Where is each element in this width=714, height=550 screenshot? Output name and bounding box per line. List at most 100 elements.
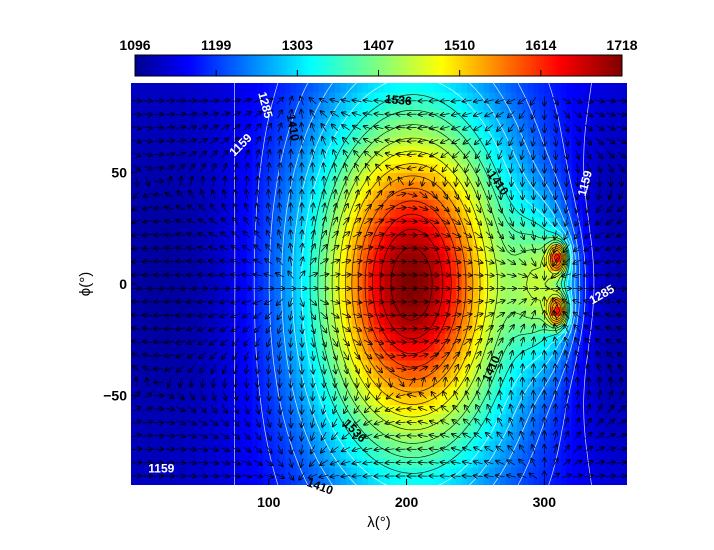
heatmap-cell	[351, 476, 358, 485]
heatmap-cell	[202, 261, 209, 272]
heatmap-cell	[489, 118, 496, 129]
wind-vector	[132, 315, 142, 316]
heatmap-cell	[202, 181, 209, 191]
heatmap-cell	[235, 252, 242, 263]
wind-vector	[198, 113, 207, 115]
heatmap-cell	[593, 395, 601, 406]
heatmap-cell	[356, 172, 364, 182]
heatmap-cell	[379, 413, 386, 424]
heatmap-cell	[202, 377, 209, 388]
heatmap-cell	[390, 431, 397, 441]
heatmap-cell	[494, 172, 501, 182]
heatmap-cell	[489, 100, 496, 111]
heatmap-cell	[213, 199, 220, 209]
heatmap-cell	[340, 476, 347, 485]
heatmap-cell	[445, 431, 452, 441]
heatmap-cell	[356, 109, 364, 120]
heatmap-cell	[423, 163, 430, 173]
wind-vector	[168, 377, 171, 387]
heatmap-cell	[131, 172, 138, 182]
heatmap-cell	[208, 288, 215, 298]
heatmap-cell	[538, 431, 545, 441]
heatmap-cell	[307, 208, 314, 218]
heatmap-cell	[230, 288, 237, 298]
heatmap-cell	[406, 243, 413, 254]
heatmap-cell	[131, 422, 138, 432]
heatmap-cell	[230, 440, 237, 450]
heatmap-cell	[252, 359, 259, 370]
heatmap-cell	[340, 243, 347, 254]
heatmap-cell	[472, 243, 479, 254]
heatmap-cell	[456, 199, 463, 209]
heatmap-cell	[472, 404, 479, 415]
heatmap-cell	[571, 100, 578, 111]
heatmap-cell	[191, 83, 198, 93]
wind-vector	[301, 431, 302, 440]
heatmap-cell	[461, 431, 468, 441]
heatmap-cell	[301, 225, 308, 236]
heatmap-cell	[268, 261, 275, 272]
heatmap-cell	[560, 172, 567, 182]
heatmap-cell	[158, 476, 165, 485]
heatmap-cell	[428, 476, 435, 485]
heatmap-cell	[136, 208, 143, 218]
heatmap-cell	[230, 109, 237, 120]
heatmap-cell	[588, 252, 595, 263]
heatmap-cell	[301, 377, 308, 388]
heatmap-cell	[511, 279, 518, 290]
heatmap-cell	[362, 83, 369, 93]
heatmap-cell	[268, 83, 275, 93]
wind-vector	[189, 365, 195, 372]
heatmap-cell	[412, 315, 419, 325]
heatmap-cell	[610, 252, 617, 263]
heatmap-cell	[274, 270, 281, 281]
heatmap-cell	[230, 145, 237, 156]
wind-vector	[210, 233, 218, 238]
heatmap-cell	[274, 145, 281, 156]
wind-vector	[176, 234, 186, 236]
heatmap-cell	[412, 136, 419, 147]
wind-vector	[188, 391, 194, 400]
heatmap-cell	[208, 431, 215, 441]
heatmap-cell	[197, 217, 204, 227]
heatmap-cell	[367, 288, 375, 298]
wind-vector	[231, 432, 239, 439]
heatmap-cell	[560, 458, 567, 468]
heatmap-cell	[202, 109, 209, 120]
heatmap-cell	[290, 234, 297, 245]
heatmap-cell	[445, 377, 452, 388]
heatmap-cell	[516, 172, 523, 182]
wind-vector	[198, 314, 208, 316]
heatmap-cell	[312, 234, 319, 245]
wind-vector	[244, 338, 250, 345]
heatmap-cell	[362, 449, 369, 459]
heatmap-cell	[351, 288, 358, 298]
heatmap-cell	[164, 342, 171, 352]
heatmap-cell	[246, 467, 253, 477]
heatmap-cell	[345, 163, 353, 173]
heatmap-cell	[599, 100, 606, 111]
heatmap-cell	[516, 422, 523, 432]
heatmap-cell	[219, 252, 226, 263]
heatmap-cell	[285, 440, 292, 450]
heatmap-cell	[390, 91, 397, 102]
wind-vector	[467, 378, 468, 387]
heatmap-cell	[439, 377, 446, 388]
heatmap-cell	[390, 172, 397, 182]
heatmap-cell	[345, 306, 353, 316]
heatmap-cell	[489, 395, 496, 406]
heatmap-cell	[428, 342, 435, 352]
heatmap-cell	[384, 225, 391, 236]
wind-vector	[323, 364, 324, 373]
heatmap-cell	[472, 422, 479, 432]
heatmap-cell	[186, 208, 193, 218]
heatmap-cell	[434, 324, 441, 334]
heatmap-cell	[329, 100, 336, 111]
heatmap-cell	[169, 136, 176, 147]
heatmap-cell	[230, 136, 237, 147]
heatmap-cell	[257, 431, 264, 441]
heatmap-cell	[197, 225, 204, 236]
heatmap-cell	[522, 395, 529, 406]
heatmap-cell	[610, 208, 617, 218]
heatmap-cell	[252, 145, 259, 156]
